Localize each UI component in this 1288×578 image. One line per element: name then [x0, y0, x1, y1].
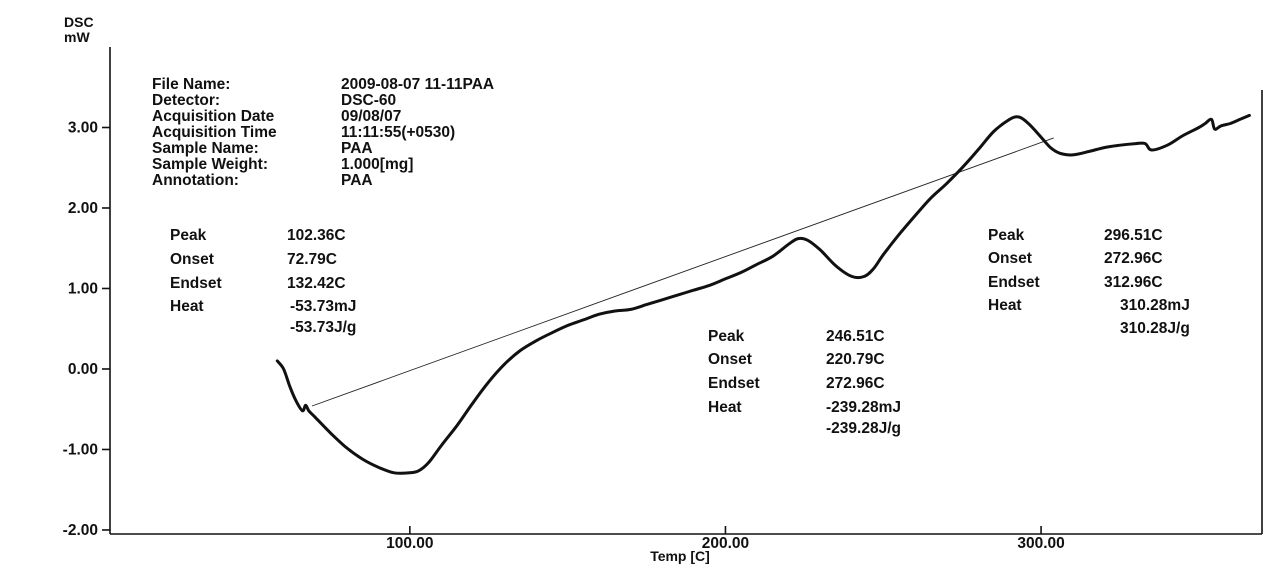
annotation-label: Endset [708, 375, 760, 392]
annotation-value: 72.79C [287, 251, 337, 268]
file-info-key: Sample Weight: [152, 156, 268, 173]
annotation-value: -239.28mJ [826, 399, 901, 416]
file-info-value: PAA [341, 172, 373, 189]
annotation-value: -53.73J/g [290, 319, 356, 336]
baseline-line [311, 137, 1054, 407]
y-axis-title-line2: mW [64, 29, 90, 45]
y-tick-label: -1.00 [63, 441, 98, 458]
annotation-value: 132.42C [287, 275, 346, 292]
file-info-value: 09/08/07 [341, 108, 401, 125]
annotation-value: 246.51C [826, 328, 885, 345]
y-tick-label: 1.00 [68, 280, 98, 297]
annotation-value: -53.73mJ [290, 298, 356, 315]
annotation-value: 296.51C [1104, 227, 1163, 244]
file-info-value: PAA [341, 140, 373, 157]
annotation-label: Peak [988, 227, 1025, 244]
annotation-value: 310.28mJ [1120, 297, 1190, 314]
y-tick-label: 3.00 [68, 119, 98, 136]
file-info-key: File Name: [152, 76, 230, 93]
y-tick-label: 2.00 [68, 200, 98, 217]
annotation-label: Heat [170, 298, 204, 315]
annotation-value: 312.96C [1104, 274, 1163, 291]
file-info-value: 1.000[mg] [341, 156, 413, 173]
dsc-curve [275, 113, 1251, 475]
file-info-value: DSC-60 [341, 92, 396, 109]
annotation-label: Peak [170, 227, 207, 244]
baseline-layer [311, 137, 1054, 407]
peak-annotation-3: Peak 296.51C Onset 272.96C Endset 312.96… [988, 227, 1190, 337]
peak-annotation-1: Peak 102.36C Onset 72.79C Endset 132.42C… [170, 227, 356, 336]
file-info-value: 2009-08-07 11-11PAA [341, 76, 494, 93]
annotation-value: 310.28J/g [1120, 320, 1190, 337]
file-info-key: Acquisition Date [152, 108, 275, 125]
annotation-label: Heat [708, 399, 742, 416]
y-tick-label: -2.00 [63, 522, 98, 539]
annotation-label: Heat [988, 297, 1022, 314]
file-info-block: File Name: 2009-08-07 11-11PAA Detector:… [152, 76, 494, 189]
y-axis-title-line1: DSC [64, 14, 94, 30]
x-tick-label: 100.00 [386, 535, 433, 552]
peak-annotation-2: Peak 246.51C Onset 220.79C Endset 272.96… [708, 328, 901, 437]
y-tick-label: 0.00 [68, 361, 98, 378]
annotation-value: -239.28J/g [826, 420, 901, 437]
file-info-key: Annotation: [152, 172, 239, 189]
annotation-label: Endset [170, 275, 222, 292]
file-info-key: Detector: [152, 92, 220, 109]
series-layer [275, 113, 1251, 475]
x-axis-title: Temp [C] [650, 548, 710, 564]
annotation-label: Onset [170, 251, 214, 268]
annotation-label: Endset [988, 274, 1040, 291]
annotation-value: 102.36C [287, 227, 346, 244]
annotation-label: Onset [988, 250, 1032, 267]
annotation-label: Onset [708, 351, 752, 368]
file-info-value: 11:11:55(+0530) [341, 124, 455, 141]
annotation-value: 272.96C [826, 375, 885, 392]
file-info-key: Acquisition Time [152, 124, 277, 141]
file-info-key: Sample Name: [152, 140, 259, 157]
annotation-label: Peak [708, 328, 745, 345]
x-tick-label: 200.00 [702, 535, 749, 552]
annotation-value: 220.79C [826, 351, 885, 368]
annotation-value: 272.96C [1104, 250, 1163, 267]
x-tick-label: 300.00 [1017, 535, 1064, 552]
ticks-layer: 3.00 2.00 1.00 0.00 -1.00 -2.00 100.00 200.00 30… [63, 119, 1065, 552]
